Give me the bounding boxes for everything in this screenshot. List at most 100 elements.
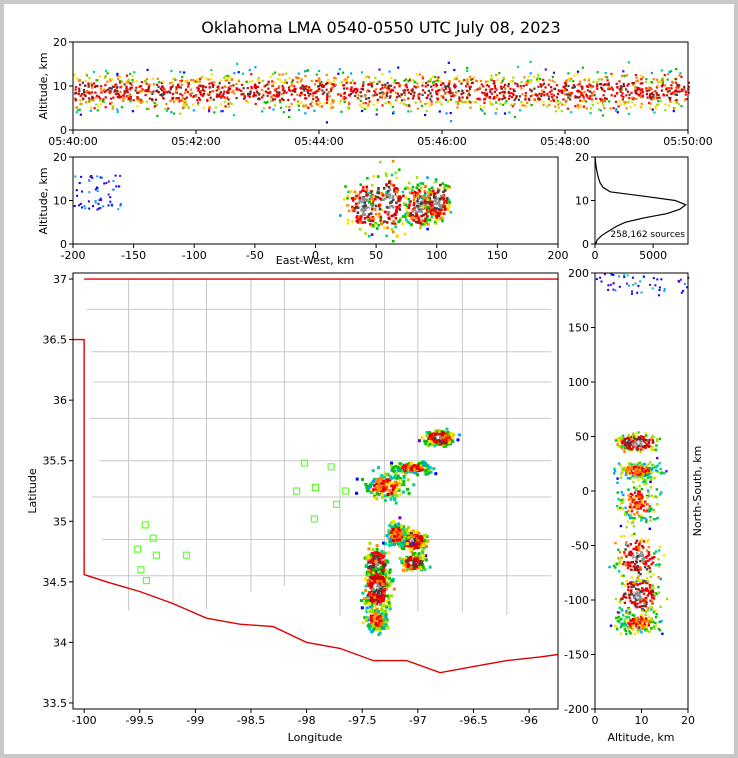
time-altitude-source [165,109,169,112]
time-altitude-source [530,90,533,93]
ew-altitude-source [351,199,355,202]
time-altitude-source [424,85,427,88]
plan-view-source [380,474,384,477]
time-altitude-source [169,86,172,89]
time-altitude-source [359,104,362,107]
time-altitude-source [325,88,328,91]
plan-view-source [417,466,421,470]
plan-view-source [375,547,379,551]
ew-altitude-source [427,210,430,214]
time-altitude-source [616,111,619,114]
time-altitude-source [461,90,464,93]
time-altitude-source [181,94,184,97]
time-altitude-source [278,93,281,96]
plan-view-source [374,574,378,578]
time-altitude-source [293,98,296,101]
time-altitude-source [262,107,266,110]
plan-view-source [414,530,418,534]
time-altitude-source [115,86,118,90]
time-altitude-source [79,103,82,106]
altitude-ns-source [656,516,659,520]
plan-view-source [385,559,389,563]
plan-view-source [385,534,389,538]
time-altitude-source [637,93,641,97]
time-altitude-source [670,70,673,73]
lma-station-marker [133,545,142,553]
time-altitude-source [298,104,301,107]
time-altitude-source [458,98,461,101]
time-altitude-source [270,95,273,98]
time-altitude-source [360,106,364,109]
time-altitude-source [628,96,631,100]
time-altitude-source [96,79,99,82]
plan-view-source [377,570,381,574]
time-altitude-source [111,105,114,108]
time-altitude-source [520,87,523,90]
time-altitude-source [627,112,630,115]
plan-view-source [400,468,404,472]
ew-altitude-source [81,206,83,209]
altitude-ns-source [640,493,643,496]
time-altitude-source [675,68,678,71]
altitude-ns-source [643,557,646,560]
altitude-ns-source [622,440,625,443]
plan-view-source [393,469,396,473]
time-altitude-source [510,80,513,83]
plan-view-source [393,523,397,527]
altitude-ns-source [640,435,643,438]
time-altitude-source [606,79,609,82]
time-altitude-source [112,96,115,99]
time-altitude-source [680,88,683,91]
time-altitude-source [88,100,91,103]
ew-altitude-source [391,159,395,163]
time-altitude-source [591,98,594,101]
time-altitude-source [104,75,107,78]
ew-altitude-source [380,222,383,226]
ew-altitude-source [419,210,422,213]
time-altitude-source [189,88,193,91]
time-altitude-source [296,104,299,107]
time-altitude-source [596,81,599,84]
time-altitude-source [589,112,592,115]
ew-altitude-source [107,204,110,207]
altitude-ns-source [624,548,627,551]
time-altitude-source [82,98,85,101]
time-altitude-source [307,94,311,97]
plan-view-source [433,439,437,443]
plan-view-source [374,623,378,627]
time-altitude-source [184,97,187,100]
time-altitude-source [511,80,515,83]
time-altitude-xtick-label: 05:48:00 [540,135,589,148]
time-altitude-source [648,107,652,110]
time-altitude-source [288,77,291,80]
ew-altitude-source [363,213,366,217]
altitude-ns-source [630,475,633,478]
time-altitude-source [667,104,671,107]
altitude-ns-source [640,443,643,446]
time-altitude-source [641,90,644,94]
time-altitude-source [158,81,161,84]
plan-view-source [383,499,387,502]
altitude-ns-source [620,535,623,538]
time-altitude-source [348,101,351,104]
time-altitude-source [116,110,119,113]
time-altitude-source [277,85,281,88]
time-altitude-source [537,74,540,77]
time-altitude-source [297,76,300,80]
time-altitude-source [321,83,324,86]
time-altitude-source [641,76,644,79]
time-altitude-source [367,104,370,107]
time-altitude-source [199,90,202,93]
time-altitude-source [164,90,167,93]
ew-altitude-source [351,205,354,209]
altitude-ns-source [632,568,635,572]
time-altitude-source [476,88,479,91]
time-altitude-source [603,83,606,86]
time-altitude-source [79,99,82,102]
ew-altitude-source [372,217,376,220]
plan-view-source [371,558,375,562]
time-altitude-source [282,111,285,114]
time-altitude-source [338,102,341,105]
time-altitude-source [285,81,288,84]
time-altitude-source [74,91,78,94]
